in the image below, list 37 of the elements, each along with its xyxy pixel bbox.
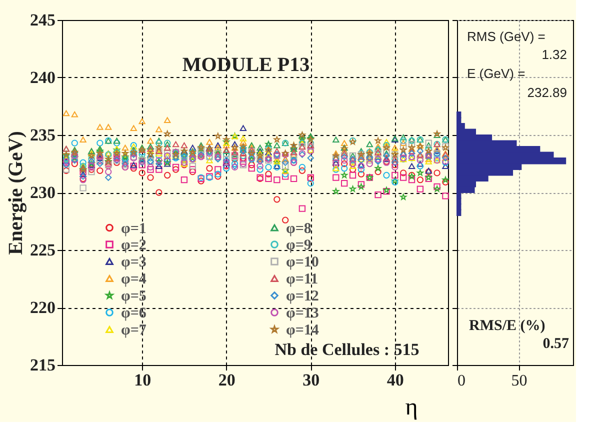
y-tick-label: 235 bbox=[30, 126, 56, 144]
x-tick-label: 20 bbox=[218, 370, 236, 390]
annotation: RMS/E (%) bbox=[469, 318, 546, 334]
text: MODULE P13 bbox=[182, 54, 310, 76]
annotation: 1.32 bbox=[542, 47, 567, 62]
y-tick-label: 240 bbox=[30, 68, 56, 87]
legend-label: φ=2 bbox=[121, 238, 146, 254]
x-tick-label: 0 bbox=[458, 372, 466, 390]
x-tick-label: 10 bbox=[134, 370, 152, 390]
annotation: 0.57 bbox=[542, 336, 570, 352]
y-tick-label: 220 bbox=[30, 298, 56, 317]
annotation: 232.89 bbox=[527, 85, 567, 100]
y-tick-label: 215 bbox=[30, 356, 56, 374]
legend-label: φ=3 bbox=[121, 254, 146, 270]
x-tick-label: 40 bbox=[386, 370, 404, 390]
annotation: RMS (GeV) = bbox=[467, 29, 546, 44]
y-tick-label: 245 bbox=[30, 10, 56, 30]
x-axis-title: η bbox=[405, 394, 418, 420]
annotation: E (GeV) = bbox=[467, 66, 526, 81]
y-tick-label: 230 bbox=[30, 183, 56, 202]
legend-label: φ=6 bbox=[121, 306, 147, 322]
legend-label: φ=4 bbox=[121, 272, 147, 288]
legend-label: φ=7 bbox=[121, 322, 147, 338]
legend-label: φ=8 bbox=[286, 220, 312, 237]
legend-label: φ=12 bbox=[286, 288, 319, 304]
y-tick-label: 225 bbox=[30, 240, 56, 260]
legend-label: φ=10 bbox=[286, 254, 319, 270]
legend-label: φ=11 bbox=[286, 272, 318, 288]
legend-label: φ=13 bbox=[286, 306, 319, 322]
legend-label: φ=5 bbox=[121, 288, 146, 304]
legend-label: φ=1 bbox=[121, 220, 146, 237]
legend-label: φ=9 bbox=[286, 238, 312, 254]
y-axis-title: Energie (GeV) bbox=[5, 131, 27, 255]
annotation: Nb de Cellules : 515 bbox=[274, 340, 420, 359]
x-tick-label: 50 bbox=[511, 372, 528, 390]
legend-label: φ=14 bbox=[286, 322, 320, 338]
x-tick-label: 30 bbox=[302, 370, 320, 390]
